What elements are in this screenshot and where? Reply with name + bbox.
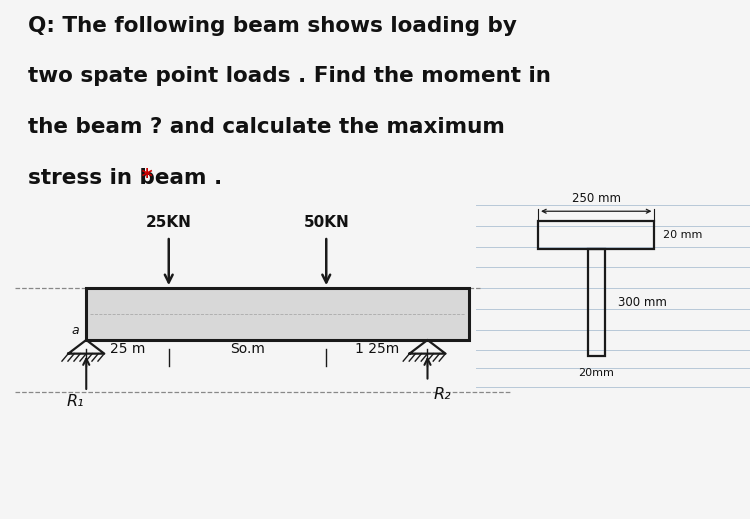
Text: 250 mm: 250 mm	[572, 192, 621, 205]
Text: *: *	[134, 168, 153, 188]
Text: So.m: So.m	[230, 342, 265, 356]
Text: R₁: R₁	[66, 394, 84, 409]
Text: Q: The following beam shows loading by: Q: The following beam shows loading by	[28, 16, 518, 36]
Text: stress in beam .: stress in beam .	[28, 168, 223, 188]
Text: 20 mm: 20 mm	[663, 230, 703, 240]
Text: 50KN: 50KN	[303, 215, 349, 230]
Bar	[86, 288, 469, 340]
Text: R₂: R₂	[433, 387, 451, 402]
Text: two spate point loads . Find the moment in: two spate point loads . Find the moment …	[28, 66, 551, 87]
Text: a: a	[71, 324, 79, 337]
Text: 20mm: 20mm	[578, 368, 614, 378]
Text: 1 25m: 1 25m	[355, 342, 399, 356]
Bar	[538, 221, 654, 249]
Text: 300 mm: 300 mm	[618, 296, 667, 309]
Bar	[588, 249, 604, 356]
Text: 25KN: 25KN	[146, 215, 192, 230]
Text: 25 m: 25 m	[110, 342, 146, 356]
Text: the beam ? and calculate the maximum: the beam ? and calculate the maximum	[28, 117, 506, 138]
